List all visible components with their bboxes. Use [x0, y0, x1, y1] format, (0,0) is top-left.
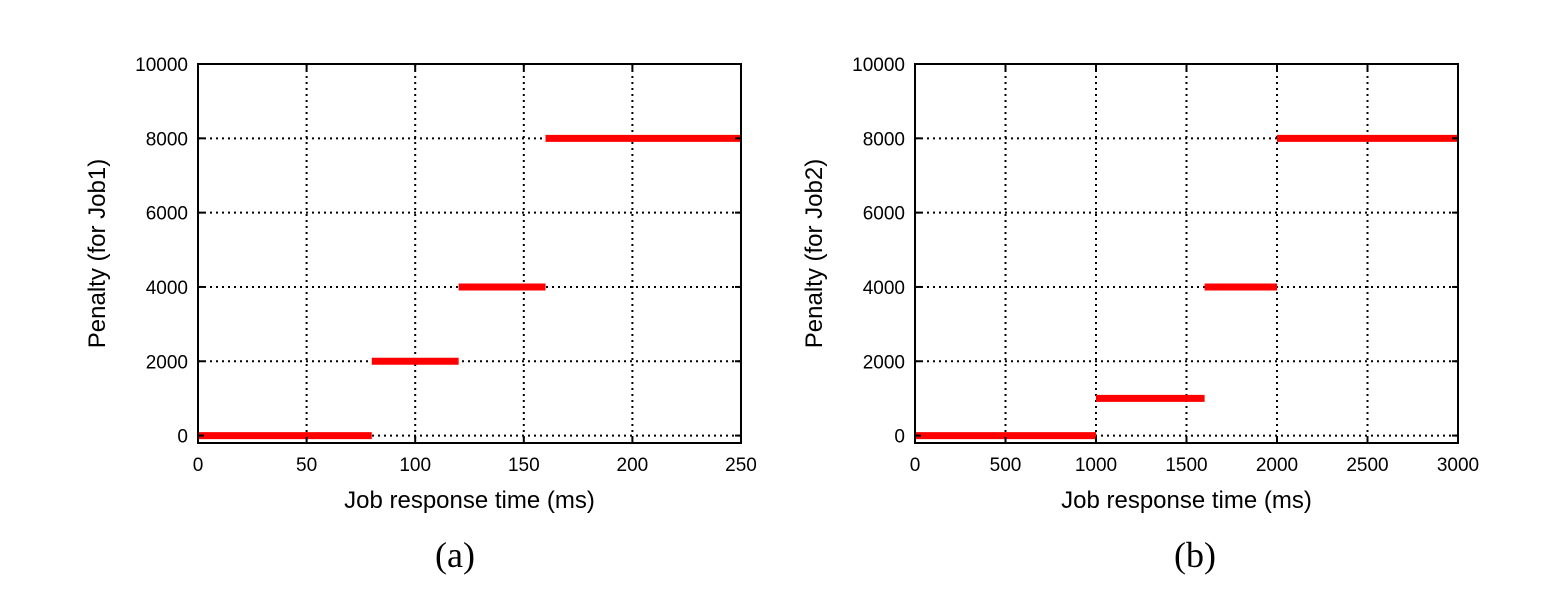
- x-tick-label: 3000: [1437, 455, 1479, 476]
- x-tick-label: 2500: [1346, 455, 1388, 476]
- x-axis-label: Job response time (ms): [1061, 487, 1312, 514]
- panel-b: 0 500 1000 1500 2000 2500 3000 0 2000 4000 6000 800…: [801, 55, 1479, 575]
- x-axis-label: Job response time (ms): [344, 487, 595, 514]
- y-tick-label: 10000: [135, 55, 188, 76]
- x-tick-label: 150: [508, 455, 540, 476]
- x-tick-label: 1500: [1165, 455, 1207, 476]
- x-tick-label: 1000: [1075, 455, 1117, 476]
- x-tick-label: 100: [399, 455, 431, 476]
- x-tick-label: 500: [990, 455, 1022, 476]
- y-tick-label: 4000: [146, 278, 188, 299]
- panel-caption: (a): [435, 535, 475, 575]
- x-tick-label: 250: [725, 455, 757, 476]
- panel-a: 0 50 100 150 200 250 0 2000 4000 6000 8000 10000 Job…: [84, 55, 757, 575]
- x-tick-label: 50: [296, 455, 317, 476]
- y-tick-label: 2000: [863, 352, 905, 373]
- panel-caption: (b): [1174, 535, 1216, 575]
- y-tick-label: 10000: [852, 55, 905, 76]
- y-tick-label: 6000: [146, 204, 188, 225]
- x-tick-label: 2000: [1256, 455, 1298, 476]
- y-tick-label: 4000: [863, 278, 905, 299]
- plot-frame: [914, 63, 1459, 444]
- plot-frame: [197, 63, 742, 444]
- y-tick-label: 2000: [146, 352, 188, 373]
- y-tick-label: 8000: [146, 129, 188, 150]
- x-tick-label: 0: [910, 455, 921, 476]
- y-tick-label: 0: [177, 427, 188, 448]
- y-tick-label: 8000: [863, 129, 905, 150]
- y-tick-label: 0: [894, 427, 905, 448]
- x-tick-label: 200: [617, 455, 649, 476]
- x-tick-label: 0: [193, 455, 204, 476]
- y-axis-label: Penalty (for Job2): [801, 159, 828, 348]
- y-axis-label: Penalty (for Job1): [84, 159, 111, 348]
- y-tick-label: 6000: [863, 204, 905, 225]
